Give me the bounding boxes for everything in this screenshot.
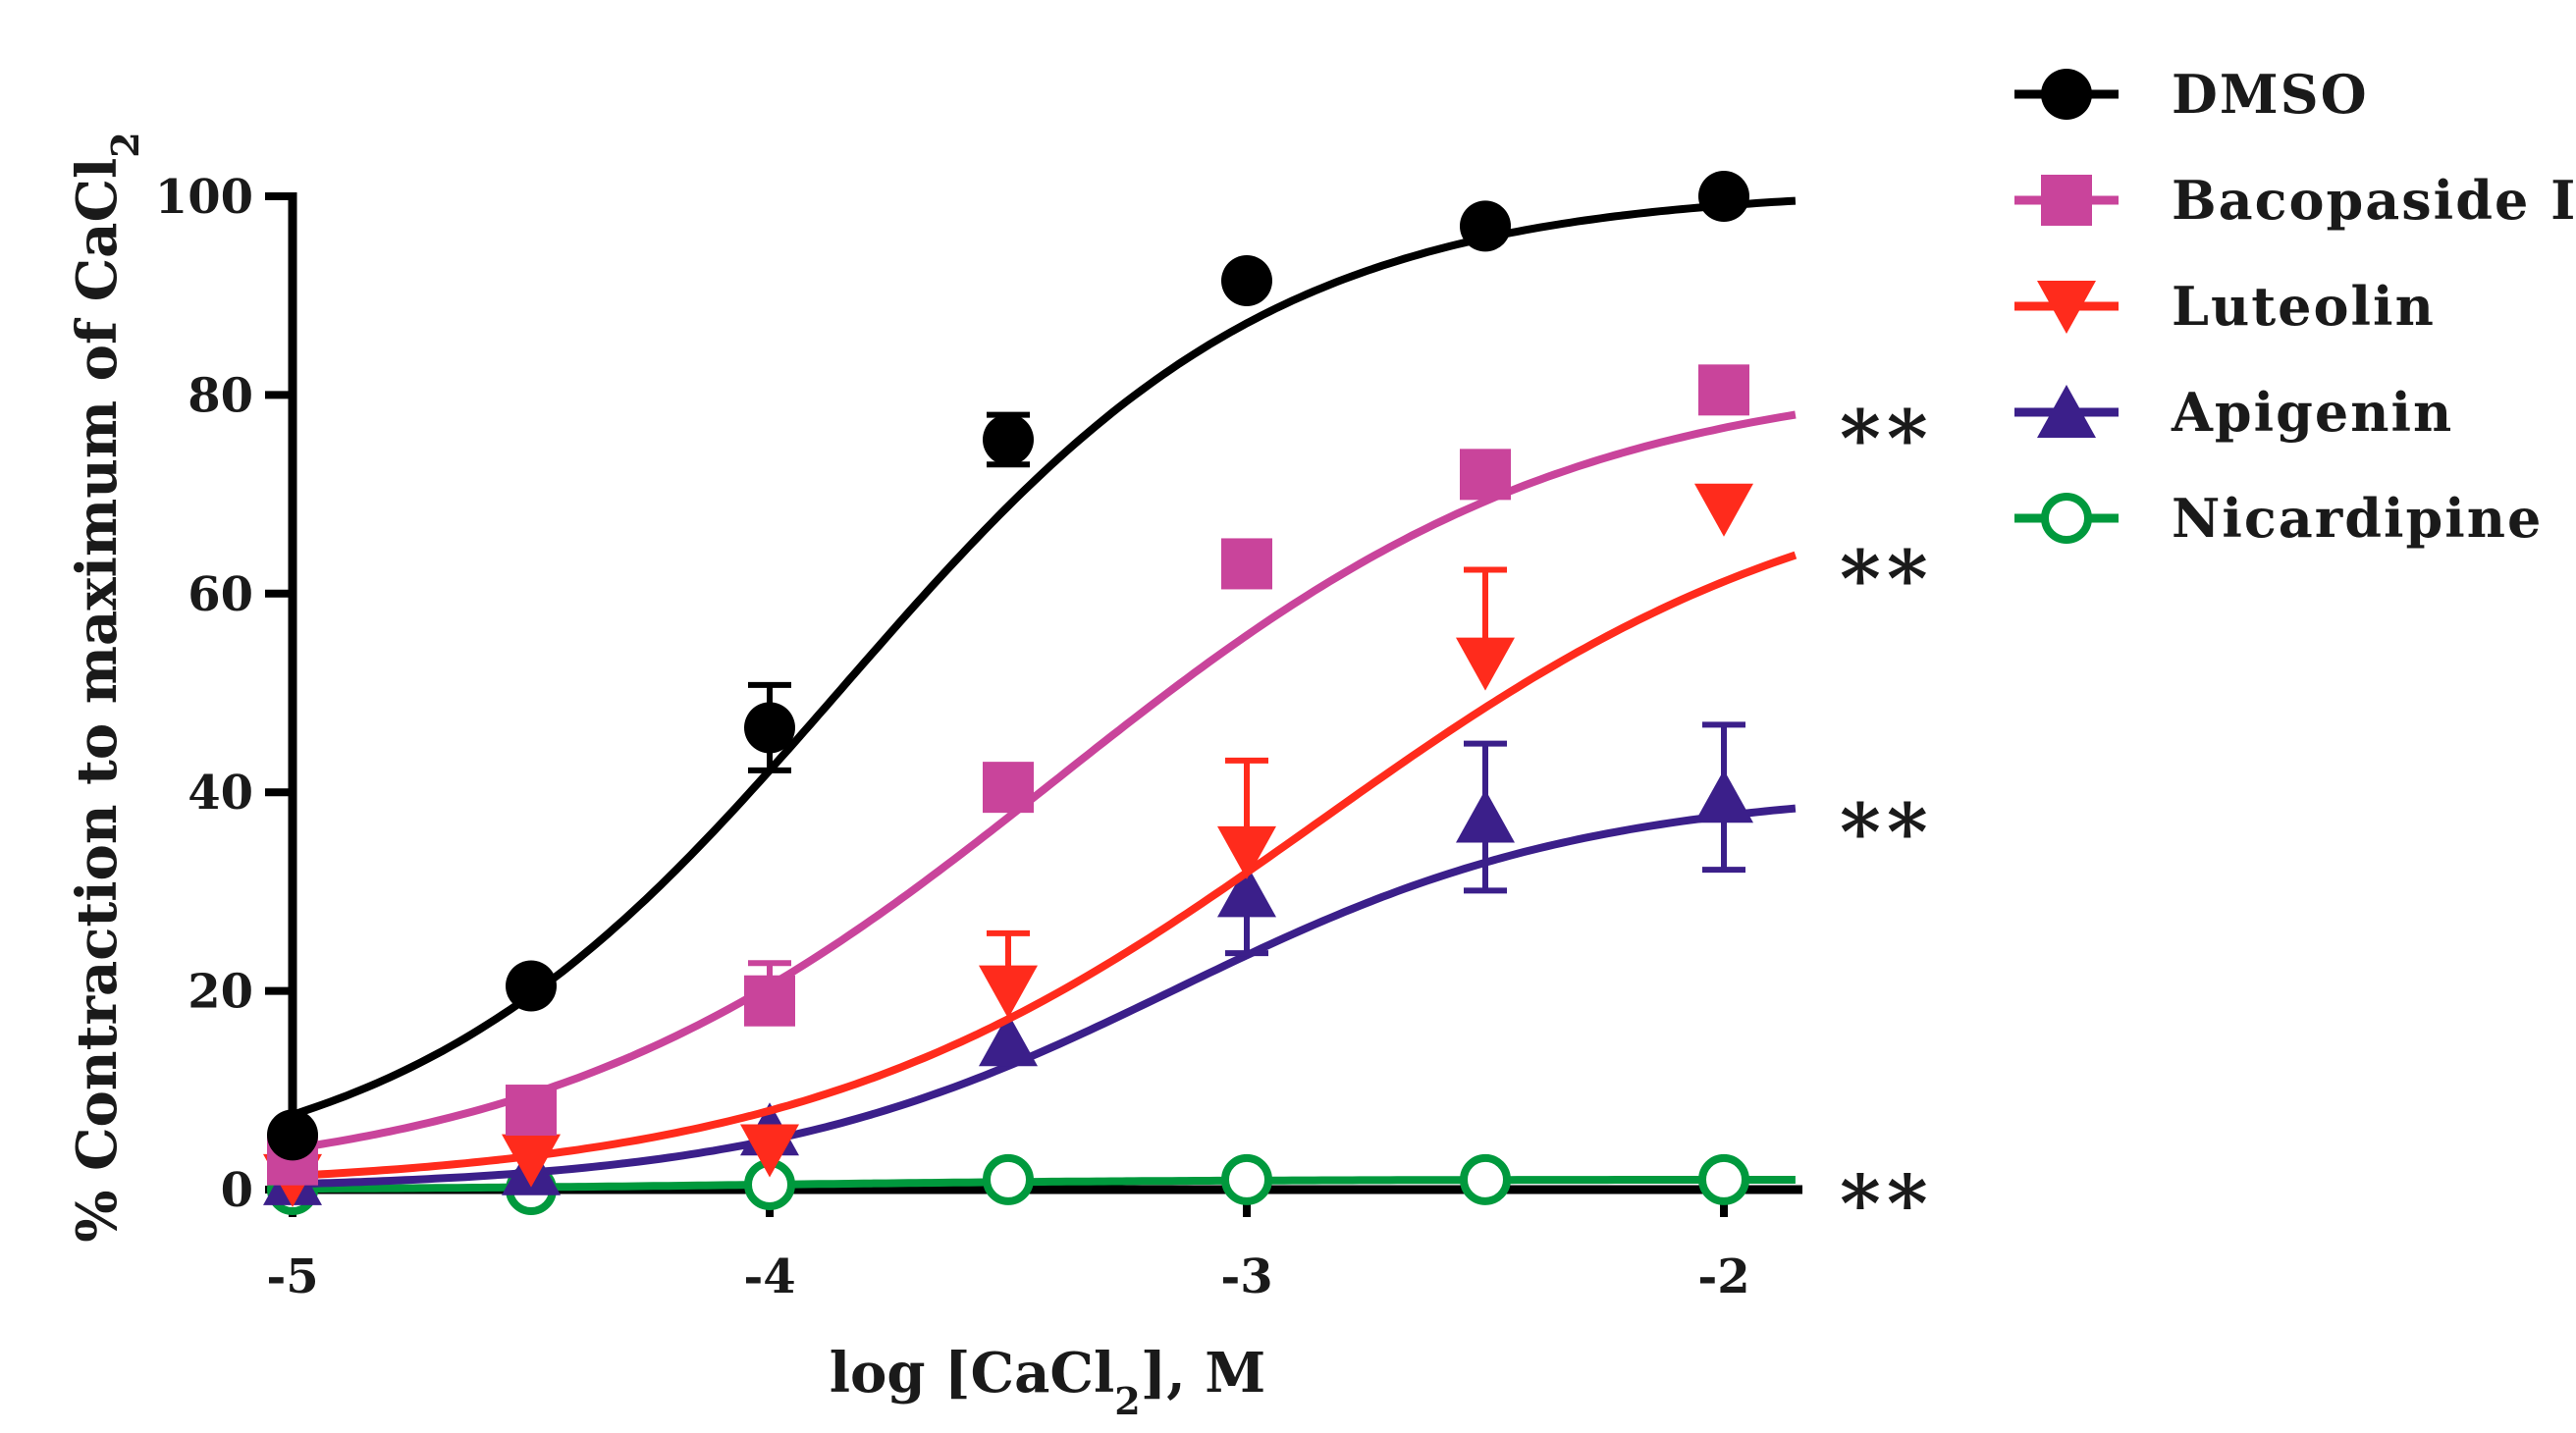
x-tick-label: -5: [266, 1249, 318, 1304]
legend-label: DMSO: [2172, 63, 2369, 126]
data-point: [1221, 538, 1272, 590]
data-point: [1456, 637, 1515, 691]
data-point: [979, 1013, 1038, 1067]
legend-marker: [2041, 69, 2092, 120]
data-point: [267, 1109, 318, 1161]
legend-marker: [2037, 281, 2096, 334]
legend-item-apigenin: Apigenin: [2014, 381, 2453, 444]
axes: 0 20 40 60 80 100 -5 -4 -3 -2 log [CaCl2], M % Cont…: [65, 132, 1802, 1423]
data-point: [744, 702, 795, 754]
legend-marker: [2041, 175, 2092, 226]
fit-curve: [292, 410, 1797, 1153]
data-point: [1217, 864, 1276, 918]
legend-item-luteolin: Luteolin: [2014, 275, 2436, 338]
plot-area: [263, 171, 1798, 1215]
legend-label: Apigenin: [2171, 381, 2453, 444]
x-axis-title: log [CaCl2], M: [830, 1341, 1265, 1423]
legend-label: Nicardipine: [2172, 487, 2543, 550]
y-tick-label: 0: [221, 1163, 253, 1218]
data-point: [983, 762, 1034, 814]
data-point: [744, 975, 795, 1027]
significance-bacopaside-i: **: [1840, 393, 1934, 485]
data-point: [740, 1124, 799, 1178]
y-tick-label: 20: [188, 965, 253, 1020]
series-nicardipine: [267, 1153, 1796, 1215]
data-point: [1698, 364, 1749, 416]
x-tick-label: -3: [1220, 1249, 1272, 1304]
data-point: [1221, 255, 1272, 307]
y-tick-label: 40: [188, 766, 253, 821]
legend-item-dmso: DMSO: [2014, 63, 2369, 126]
data-point: [1460, 200, 1511, 252]
data-point: [1698, 1153, 1749, 1205]
significance-luteolin: **: [1840, 533, 1934, 625]
data-point: [1694, 770, 1753, 823]
significance-markers: ** ** ** **: [1840, 393, 1934, 1249]
data-point: [1460, 449, 1511, 501]
data-point: [983, 413, 1034, 465]
legend-item-bacopaside-i: Bacopaside I: [2014, 169, 2576, 232]
data-point: [1694, 483, 1753, 537]
data-point: [1460, 1153, 1511, 1205]
x-tick-label: -4: [743, 1249, 795, 1304]
legend-item-nicardipine: Nicardipine: [2014, 487, 2543, 550]
y-tick-label: 60: [188, 567, 253, 622]
legend-label: Luteolin: [2172, 275, 2436, 338]
legend-marker: [2037, 385, 2096, 438]
fit-curve: [292, 551, 1798, 1180]
significance-apigenin: **: [1840, 786, 1934, 878]
y-axis-title: % Contraction to maximum of CaCl2: [65, 132, 147, 1243]
x-tick-label: -2: [1697, 1249, 1749, 1304]
y-tick-label: 80: [188, 368, 253, 423]
data-point: [502, 1134, 561, 1188]
data-point: [1698, 171, 1749, 222]
legend: DMSO Bacopaside I Luteolin Apigenin Nicardip…: [2014, 63, 2576, 550]
data-point: [979, 965, 1038, 1019]
data-point: [506, 1085, 557, 1137]
data-point: [983, 1153, 1034, 1205]
data-point: [1217, 825, 1276, 879]
data-point: [1221, 1153, 1272, 1205]
legend-marker: [2041, 493, 2092, 544]
data-point: [1456, 789, 1515, 843]
legend-label: Bacopaside I: [2172, 169, 2576, 232]
series-dmso: [267, 171, 1797, 1161]
data-point: [506, 960, 557, 1012]
y-tick-label: 100: [155, 170, 253, 225]
significance-nicardipine: **: [1840, 1157, 1934, 1249]
